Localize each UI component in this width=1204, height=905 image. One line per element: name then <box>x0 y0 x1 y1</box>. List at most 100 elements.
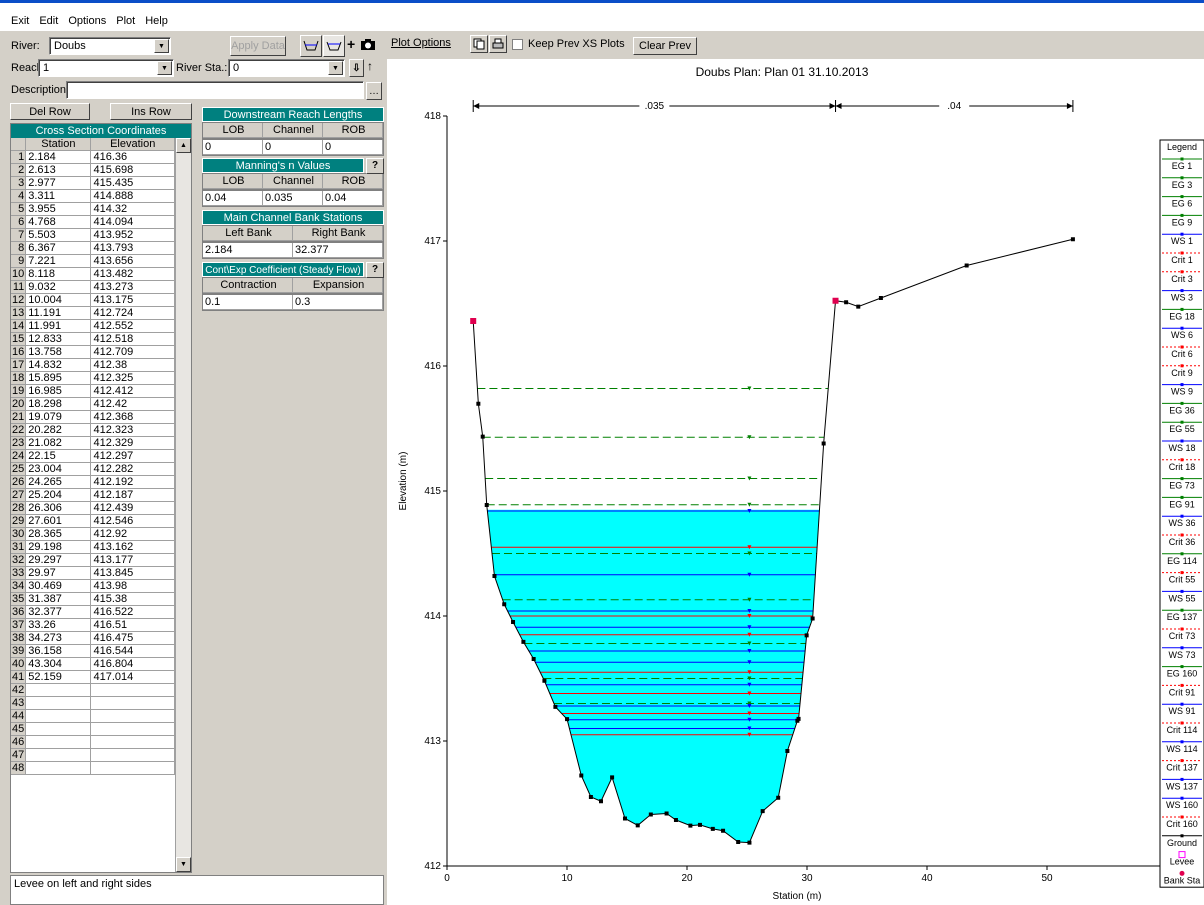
station-cell[interactable]: 20.282 <box>25 423 92 438</box>
elevation-cell[interactable]: 416.522 <box>90 605 175 620</box>
menu-options[interactable]: Options <box>68 15 107 27</box>
elevation-cell[interactable]: 416.51 <box>90 618 175 633</box>
elevation-cell[interactable]: 412.92 <box>90 527 175 542</box>
table-row[interactable]: 17 14.832 412.38 <box>11 358 175 373</box>
elevation-cell[interactable]: 415.698 <box>90 163 175 178</box>
station-cell[interactable]: 43.304 <box>25 657 92 672</box>
station-cell[interactable]: 16.985 <box>25 384 92 399</box>
station-cell[interactable]: 11.191 <box>25 306 92 321</box>
station-cell[interactable]: 36.158 <box>25 644 92 659</box>
elevation-cell[interactable]: 412.439 <box>90 501 175 516</box>
elevation-cell[interactable]: 416.36 <box>90 150 175 165</box>
station-cell[interactable]: 3.955 <box>25 202 92 217</box>
station-cell[interactable]: 25.204 <box>25 488 92 503</box>
elevation-cell[interactable]: 412.552 <box>90 319 175 334</box>
scroll-up-icon[interactable]: ▲ <box>176 138 191 153</box>
xs-tool-icon[interactable] <box>300 35 322 57</box>
table-row[interactable]: 10 8.118 413.482 <box>11 267 175 282</box>
elevation-cell[interactable]: 413.162 <box>90 540 175 555</box>
coords-scrollbar[interactable]: ▲ ▼ <box>175 138 191 872</box>
elevation-cell[interactable]: 413.482 <box>90 267 175 282</box>
downstream-lob-input[interactable]: 0 <box>203 140 263 155</box>
table-row[interactable]: 16 13.758 412.709 <box>11 345 175 360</box>
elevation-cell[interactable]: 416.475 <box>90 631 175 646</box>
station-cell[interactable]: 23.004 <box>25 462 92 477</box>
elevation-cell[interactable]: 416.544 <box>90 644 175 659</box>
next-station-icon[interactable]: ⇩ <box>349 59 364 77</box>
table-row[interactable]: 18 15.895 412.325 <box>11 371 175 386</box>
station-cell[interactable]: 2.184 <box>25 150 92 165</box>
table-row[interactable]: 13 11.191 412.724 <box>11 306 175 321</box>
elevation-cell[interactable]: 412.297 <box>90 449 175 464</box>
station-cell[interactable] <box>25 735 92 750</box>
table-row[interactable]: 28 26.306 412.439 <box>11 501 175 516</box>
table-row[interactable]: 12 10.004 413.175 <box>11 293 175 308</box>
table-row[interactable]: 32 29.297 413.177 <box>11 553 175 568</box>
table-row[interactable]: 22 20.282 412.323 <box>11 423 175 438</box>
contraction-input[interactable]: 0.1 <box>203 295 293 310</box>
table-row[interactable]: 25 23.004 412.282 <box>11 462 175 477</box>
menu-help[interactable]: Help <box>145 15 168 27</box>
manning-help-button[interactable]: ? <box>366 158 384 174</box>
menu-exit[interactable]: Exit <box>11 15 30 27</box>
reach-select[interactable]: 1 ▼ <box>38 59 174 77</box>
station-cell[interactable]: 2.977 <box>25 176 92 191</box>
elevation-cell[interactable]: 413.98 <box>90 579 175 594</box>
elevation-cell[interactable]: 414.094 <box>90 215 175 230</box>
elevation-cell[interactable]: 414.32 <box>90 202 175 217</box>
elevation-cell[interactable]: 412.329 <box>90 436 175 451</box>
station-cell[interactable] <box>25 761 92 776</box>
description-input[interactable] <box>66 81 364 99</box>
manning-channel-input[interactable]: 0.035 <box>263 191 323 206</box>
menu-plot[interactable]: Plot <box>116 15 136 27</box>
table-row[interactable]: 2 2.613 415.698 <box>11 163 175 178</box>
elevation-cell[interactable]: 412.187 <box>90 488 175 503</box>
note-text[interactable]: Levee on left and right sides <box>10 875 384 905</box>
table-row[interactable]: 9 7.221 413.656 <box>11 254 175 269</box>
station-cell[interactable]: 26.306 <box>25 501 92 516</box>
table-row[interactable]: 6 4.768 414.094 <box>11 215 175 230</box>
station-cell[interactable]: 31.387 <box>25 592 92 607</box>
scroll-down-icon[interactable]: ▼ <box>176 857 191 872</box>
table-row[interactable]: 31 29.198 413.162 <box>11 540 175 555</box>
table-row[interactable]: 43 <box>11 696 175 711</box>
print-icon[interactable] <box>489 35 507 53</box>
table-row[interactable]: 4 3.311 414.888 <box>11 189 175 204</box>
table-row[interactable]: 46 <box>11 735 175 750</box>
table-row[interactable]: 5 3.955 414.32 <box>11 202 175 217</box>
station-cell[interactable]: 7.221 <box>25 254 92 269</box>
elevation-cell[interactable]: 413.952 <box>90 228 175 243</box>
elevation-cell[interactable] <box>90 683 175 698</box>
table-row[interactable]: 7 5.503 413.952 <box>11 228 175 243</box>
table-row[interactable]: 20 18.298 412.42 <box>11 397 175 412</box>
table-row[interactable]: 24 22.15 412.297 <box>11 449 175 464</box>
table-row[interactable]: 3 2.977 415.435 <box>11 176 175 191</box>
table-row[interactable]: 42 <box>11 683 175 698</box>
station-cell[interactable]: 29.198 <box>25 540 92 555</box>
elevation-cell[interactable]: 415.435 <box>90 176 175 191</box>
station-cell[interactable]: 19.079 <box>25 410 92 425</box>
add-icon[interactable]: + <box>347 36 356 52</box>
left-bank-input[interactable]: 2.184 <box>203 243 293 258</box>
menu-edit[interactable]: Edit <box>39 15 59 27</box>
elevation-cell[interactable]: 412.282 <box>90 462 175 477</box>
station-cell[interactable]: 6.367 <box>25 241 92 256</box>
station-cell[interactable] <box>25 709 92 724</box>
table-row[interactable]: 29 27.601 412.546 <box>11 514 175 529</box>
table-row[interactable]: 38 34.273 416.475 <box>11 631 175 646</box>
station-cell[interactable]: 15.895 <box>25 371 92 386</box>
station-cell[interactable]: 11.991 <box>25 319 92 334</box>
table-row[interactable]: 41 52.159 417.014 <box>11 670 175 685</box>
table-row[interactable]: 19 16.985 412.412 <box>11 384 175 399</box>
table-row[interactable]: 47 <box>11 748 175 763</box>
apply-data-button[interactable]: Apply Data <box>230 36 286 56</box>
elevation-cell[interactable] <box>90 748 175 763</box>
table-row[interactable]: 33 29.97 413.845 <box>11 566 175 581</box>
elevation-cell[interactable] <box>90 761 175 776</box>
station-cell[interactable]: 28.365 <box>25 527 92 542</box>
elevation-cell[interactable]: 413.793 <box>90 241 175 256</box>
station-cell[interactable]: 22.15 <box>25 449 92 464</box>
keep-prev-checkbox[interactable] <box>512 38 523 50</box>
elevation-cell[interactable]: 416.804 <box>90 657 175 672</box>
station-cell[interactable]: 21.082 <box>25 436 92 451</box>
